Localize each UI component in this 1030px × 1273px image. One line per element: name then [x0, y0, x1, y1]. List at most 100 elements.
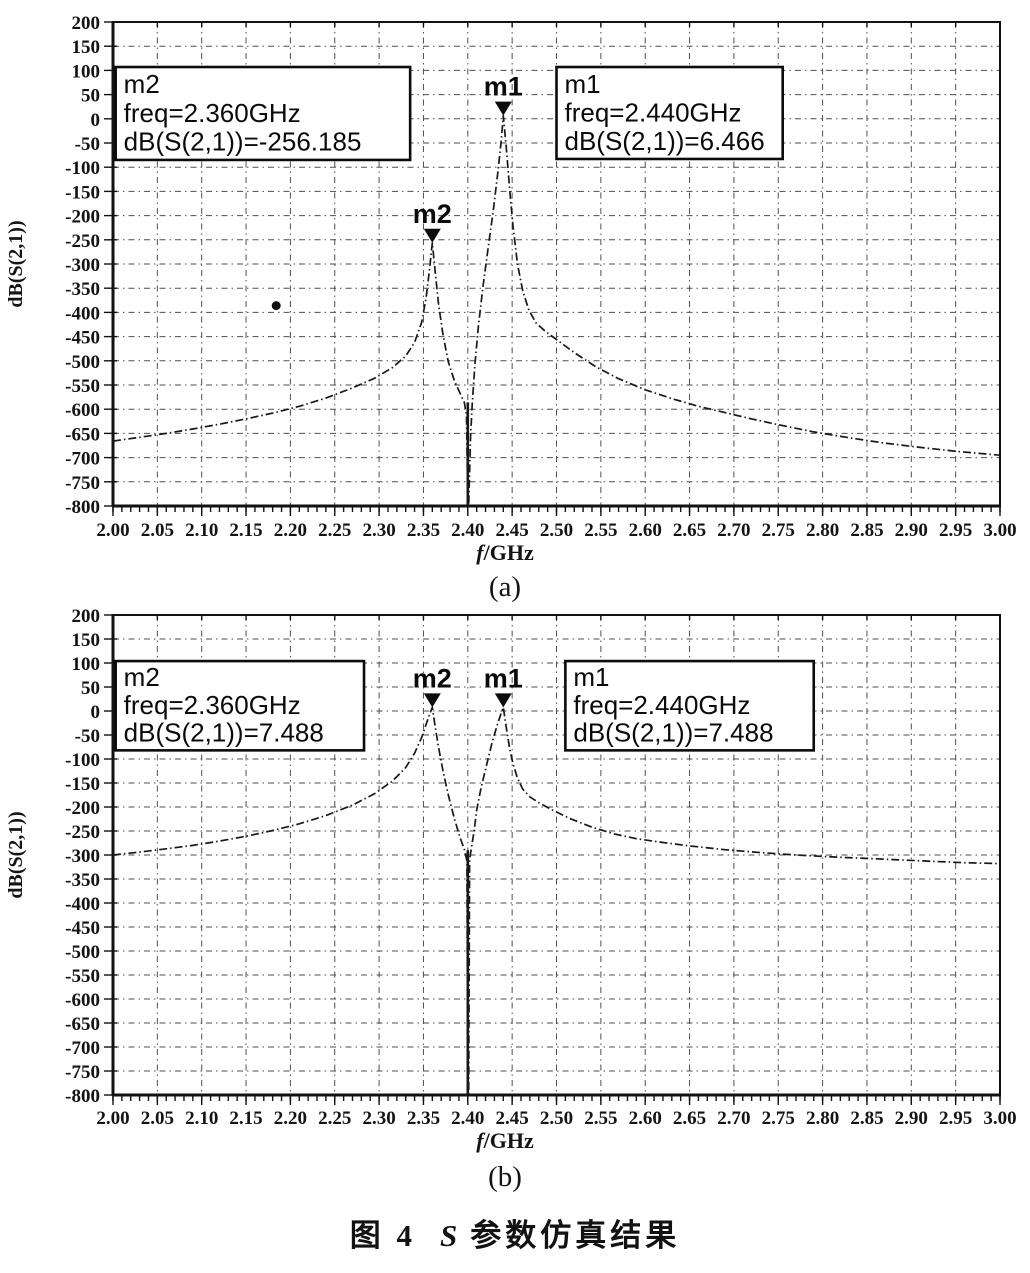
x-tick-label-a-5: 2.25 — [318, 520, 351, 541]
y-tick-label-b-4: 0 — [91, 702, 101, 723]
y-tick-label-b-15: -550 — [65, 966, 100, 987]
marker-triangle-m1-a — [494, 101, 512, 116]
x-tick-label-a-1: 2.05 — [141, 520, 174, 541]
y-tick-label-b-5: -50 — [75, 726, 100, 747]
y-tick-label-a-4: 0 — [91, 110, 101, 131]
y-tick-label-b-9: -250 — [65, 822, 100, 843]
y-tick-label-b-11: -350 — [65, 870, 100, 891]
x-tick-label-b-9: 2.45 — [496, 1108, 529, 1129]
y-tick-label-a-2: 100 — [72, 61, 101, 82]
y-tick-label-b-13: -450 — [65, 918, 100, 939]
marker-label-m2-b: m2 — [413, 663, 452, 693]
y-tick-label-b-14: -500 — [65, 942, 100, 963]
y-tick-label-b-1: 150 — [72, 630, 101, 651]
x-tick-label-a-18: 2.90 — [895, 520, 928, 541]
marker-triangle-m1-b — [494, 693, 512, 708]
x-tick-label-b-10: 2.50 — [540, 1108, 573, 1129]
x-axis-title-f-b: f — [476, 1128, 486, 1153]
x-tick-label-b-13: 2.65 — [673, 1108, 706, 1129]
y-tick-label-a-12: -400 — [65, 303, 100, 324]
x-tick-label-b-20: 3.00 — [983, 1108, 1016, 1129]
y-tick-label-a-20: -800 — [65, 497, 100, 518]
curve-dB(S(2,1))-a — [112, 114, 1001, 507]
annotation-line-b-0-0: m2 — [124, 662, 160, 692]
y-tick-label-b-10: -300 — [65, 846, 100, 867]
annotation-line-a-0-2: dB(S(2,1))=-256.185 — [124, 127, 362, 157]
y-tick-label-b-0: 200 — [72, 606, 101, 627]
y-tick-label-a-11: -350 — [65, 279, 100, 300]
annotation-line-b-0-2: dB(S(2,1))=7.488 — [124, 717, 324, 747]
y-axis-title-a: dB(S(2,1)) — [5, 220, 27, 307]
x-tick-label-b-15: 2.75 — [762, 1108, 795, 1129]
x-tick-label-b-7: 2.35 — [407, 1108, 440, 1129]
annotation-box-a-0 — [114, 65, 412, 162]
x-tick-label-a-14: 2.70 — [717, 520, 750, 541]
figure-caption: 图 4 S 参数仿真结果 — [0, 1210, 1030, 1255]
y-tick-label-a-5: -50 — [75, 134, 100, 155]
x-tick-label-a-20: 3.00 — [983, 520, 1016, 541]
annotation-line-a-0-1: freq=2.360GHz — [124, 98, 301, 128]
x-tick-label-b-12: 2.60 — [629, 1108, 662, 1129]
x-tick-label-a-15: 2.75 — [762, 520, 795, 541]
x-tick-label-a-0: 2.00 — [96, 520, 129, 541]
x-tick-label-b-4: 2.20 — [274, 1108, 307, 1129]
x-axis-title-f-a: f — [476, 540, 486, 565]
x-tick-label-b-11: 2.55 — [584, 1108, 617, 1129]
caption-fig-label: 图 4 — [349, 1218, 416, 1253]
x-tick-label-b-18: 2.90 — [895, 1108, 928, 1129]
y-tick-label-b-16: -600 — [65, 990, 100, 1011]
x-tick-label-b-5: 2.25 — [318, 1108, 351, 1129]
x-tick-label-b-6: 2.30 — [362, 1108, 395, 1129]
x-tick-label-a-12: 2.60 — [629, 520, 662, 541]
scan-speck-dot — [271, 301, 281, 311]
caption-title-rest: 参数仿真结果 — [470, 1218, 681, 1253]
y-tick-label-b-18: -700 — [65, 1038, 100, 1059]
x-axis-title-a: f/GHz — [476, 540, 534, 565]
marker-triangle-m2-b — [423, 693, 441, 708]
y-tick-label-a-14: -500 — [65, 352, 100, 373]
annotation-box-a-1 — [555, 65, 784, 161]
y-tick-label-b-20: -800 — [65, 1086, 100, 1107]
y-tick-label-b-17: -650 — [65, 1014, 100, 1035]
x-tick-label-b-8: 2.40 — [451, 1108, 484, 1129]
x-tick-label-a-7: 2.35 — [407, 520, 440, 541]
annotation-line-b-1-1: freq=2.440GHz — [573, 690, 750, 720]
x-tick-label-b-0: 2.00 — [96, 1108, 129, 1129]
y-tick-label-b-8: -200 — [65, 798, 100, 819]
annotation-box-b-0 — [114, 659, 366, 752]
y-tick-label-a-8: -200 — [65, 207, 100, 228]
panel-label-a: (a) — [489, 571, 521, 603]
x-tick-label-a-3: 2.15 — [229, 520, 262, 541]
y-tick-label-a-7: -150 — [65, 182, 100, 203]
x-tick-label-b-16: 2.80 — [806, 1108, 839, 1129]
panel-label-b: (b) — [488, 1161, 522, 1193]
x-axis-title-b: f/GHz — [476, 1128, 534, 1153]
x-axis-title-unit-b: /GHz — [483, 1128, 534, 1153]
y-tick-label-a-3: 50 — [81, 86, 100, 107]
y-tick-label-b-6: -100 — [65, 750, 100, 771]
x-tick-label-a-4: 2.20 — [274, 520, 307, 541]
x-tick-label-a-8: 2.40 — [451, 520, 484, 541]
y-axis-title-b: dB(S(2,1)) — [5, 811, 27, 898]
marker-triangle-m2-a — [423, 228, 441, 243]
marker-label-m1-a: m1 — [484, 72, 523, 102]
y-tick-label-a-19: -750 — [65, 473, 100, 494]
x-tick-label-b-17: 2.85 — [850, 1108, 883, 1129]
y-tick-label-a-13: -450 — [65, 328, 100, 349]
x-tick-label-a-10: 2.50 — [540, 520, 573, 541]
annotation-line-b-0-1: freq=2.360GHz — [124, 690, 301, 720]
y-tick-label-b-2: 100 — [72, 654, 101, 675]
y-tick-label-a-0: 200 — [72, 13, 101, 34]
y-tick-label-b-3: 50 — [81, 678, 100, 699]
y-tick-label-b-19: -750 — [65, 1062, 100, 1083]
y-tick-label-a-18: -700 — [65, 449, 100, 470]
x-tick-label-a-17: 2.85 — [850, 520, 883, 541]
annotation-line-b-1-0: m1 — [573, 662, 609, 692]
annotation-line-b-1-2: dB(S(2,1))=7.488 — [573, 717, 773, 747]
curve-dB(S(2,1))-b — [112, 706, 1001, 1096]
y-tick-label-a-15: -550 — [65, 376, 100, 397]
y-tick-label-a-9: -250 — [65, 231, 100, 252]
x-tick-label-a-2: 2.10 — [185, 520, 218, 541]
